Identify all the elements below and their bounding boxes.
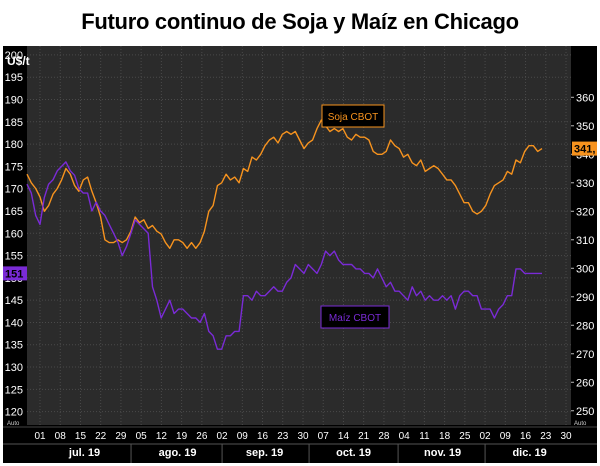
right-tick-label: 330: [576, 178, 594, 190]
y-axis-label: U$/t: [7, 54, 30, 68]
right-tick-label: 290: [576, 292, 594, 304]
left-tick-label: 170: [5, 184, 23, 196]
right-axis: 250260270280290300310320330340350360: [571, 92, 594, 418]
left-axis: 1201251301351401451501551601651701751801…: [5, 50, 23, 419]
right-tick-label: 360: [576, 92, 594, 104]
left-tick-label: 140: [5, 317, 23, 329]
left-tick-label: 180: [5, 139, 23, 151]
x-tick-label: 30: [560, 431, 572, 442]
series-label-box: [320, 305, 390, 329]
left-tick-label: 145: [5, 295, 23, 307]
last-value-marker: [572, 141, 597, 156]
month-label: dic. 19: [512, 447, 546, 459]
x-tick-label: 12: [156, 431, 168, 442]
x-tick-label: 15: [75, 431, 87, 442]
left-tick-label: 160: [5, 228, 23, 240]
left-tick-label: 135: [5, 340, 23, 352]
left-tick-label: 190: [5, 95, 23, 107]
left-tick-label: 200: [5, 50, 23, 62]
left-tick-label: 125: [5, 384, 23, 396]
right-tick-label: 280: [576, 320, 594, 332]
series-line-1: [26, 161, 542, 350]
x-tick-label: 26: [196, 431, 208, 442]
right-tick-label: 270: [576, 349, 594, 361]
series-labels: 341, 151 Soja CBOT Maíz CBOT: [3, 104, 597, 329]
x-tick-label: 07: [318, 431, 330, 442]
x-tick-label: 28: [378, 431, 390, 442]
x-tick-label: 30: [297, 431, 309, 442]
x-tick-label: 01: [34, 431, 46, 442]
x-tick-label: 23: [540, 431, 552, 442]
left-tick-label: 130: [5, 362, 23, 374]
series-line-0: [26, 119, 543, 250]
series-name-label: Maíz CBOT: [329, 313, 381, 324]
x-tick-label: 16: [257, 431, 269, 442]
series-name-label: Soja CBOT: [328, 112, 379, 123]
month-label: ago. 19: [159, 447, 197, 459]
last-value-label: 151: [5, 268, 23, 280]
left-tick-label: 175: [5, 161, 23, 173]
x-tick-label: 22: [95, 431, 107, 442]
series: [26, 119, 543, 350]
month-label: sep. 19: [246, 447, 283, 459]
left-tick-label: 195: [5, 72, 23, 84]
x-tick-label: 02: [480, 431, 492, 442]
x-tick-label: 05: [136, 431, 148, 442]
left-tick-label: 185: [5, 117, 23, 129]
x-tick-label: 25: [459, 431, 471, 442]
grid: [3, 46, 597, 428]
x-tick-label: 09: [237, 431, 249, 442]
last-value-label: 341,: [574, 144, 595, 156]
plot-area: [27, 46, 571, 425]
x-tick-label: 08: [55, 431, 67, 442]
right-tick-label: 300: [576, 263, 594, 275]
month-label: jul. 19: [68, 447, 100, 459]
series-label-box: [321, 104, 385, 128]
x-tick-label: 04: [399, 431, 411, 442]
page-title: Futuro continuo de Soja y Maíz en Chicag…: [81, 9, 519, 34]
line-chart: 1201251301351401451501551601651701751801…: [3, 46, 597, 463]
x-tick-label: 23: [277, 431, 289, 442]
x-tick-label: 16: [520, 431, 532, 442]
x-tick-label: 21: [358, 431, 370, 442]
chart-frame: 1201251301351401451501551601651701751801…: [3, 46, 597, 463]
left-tick-label: 155: [5, 251, 23, 263]
month-label: oct. 19: [336, 447, 371, 459]
right-tick-label: 310: [576, 235, 594, 247]
right-tick-label: 320: [576, 206, 594, 218]
x-tick-label: 14: [338, 431, 350, 442]
x-tick-label: 11: [419, 431, 430, 442]
last-value-marker: [3, 266, 27, 281]
auto-label-right: Auto: [574, 421, 587, 427]
x-tick-label: 09: [500, 431, 512, 442]
right-tick-label: 260: [576, 377, 594, 389]
x-tick-label: 02: [217, 431, 229, 442]
auto-label-left: Auto: [7, 421, 20, 427]
left-tick-label: 120: [5, 407, 23, 419]
x-tick-label: 19: [176, 431, 188, 442]
right-tick-label: 250: [576, 406, 594, 418]
x-axis: 01 08 15 22 29 05 12 19 26 02 09 16 23 30 07 14 21 28 04 11…: [3, 431, 597, 463]
left-tick-label: 165: [5, 206, 23, 218]
x-tick-label: 29: [115, 431, 127, 442]
month-label: nov. 19: [424, 447, 461, 459]
right-tick-label: 350: [576, 121, 594, 133]
x-tick-label: 18: [439, 431, 451, 442]
